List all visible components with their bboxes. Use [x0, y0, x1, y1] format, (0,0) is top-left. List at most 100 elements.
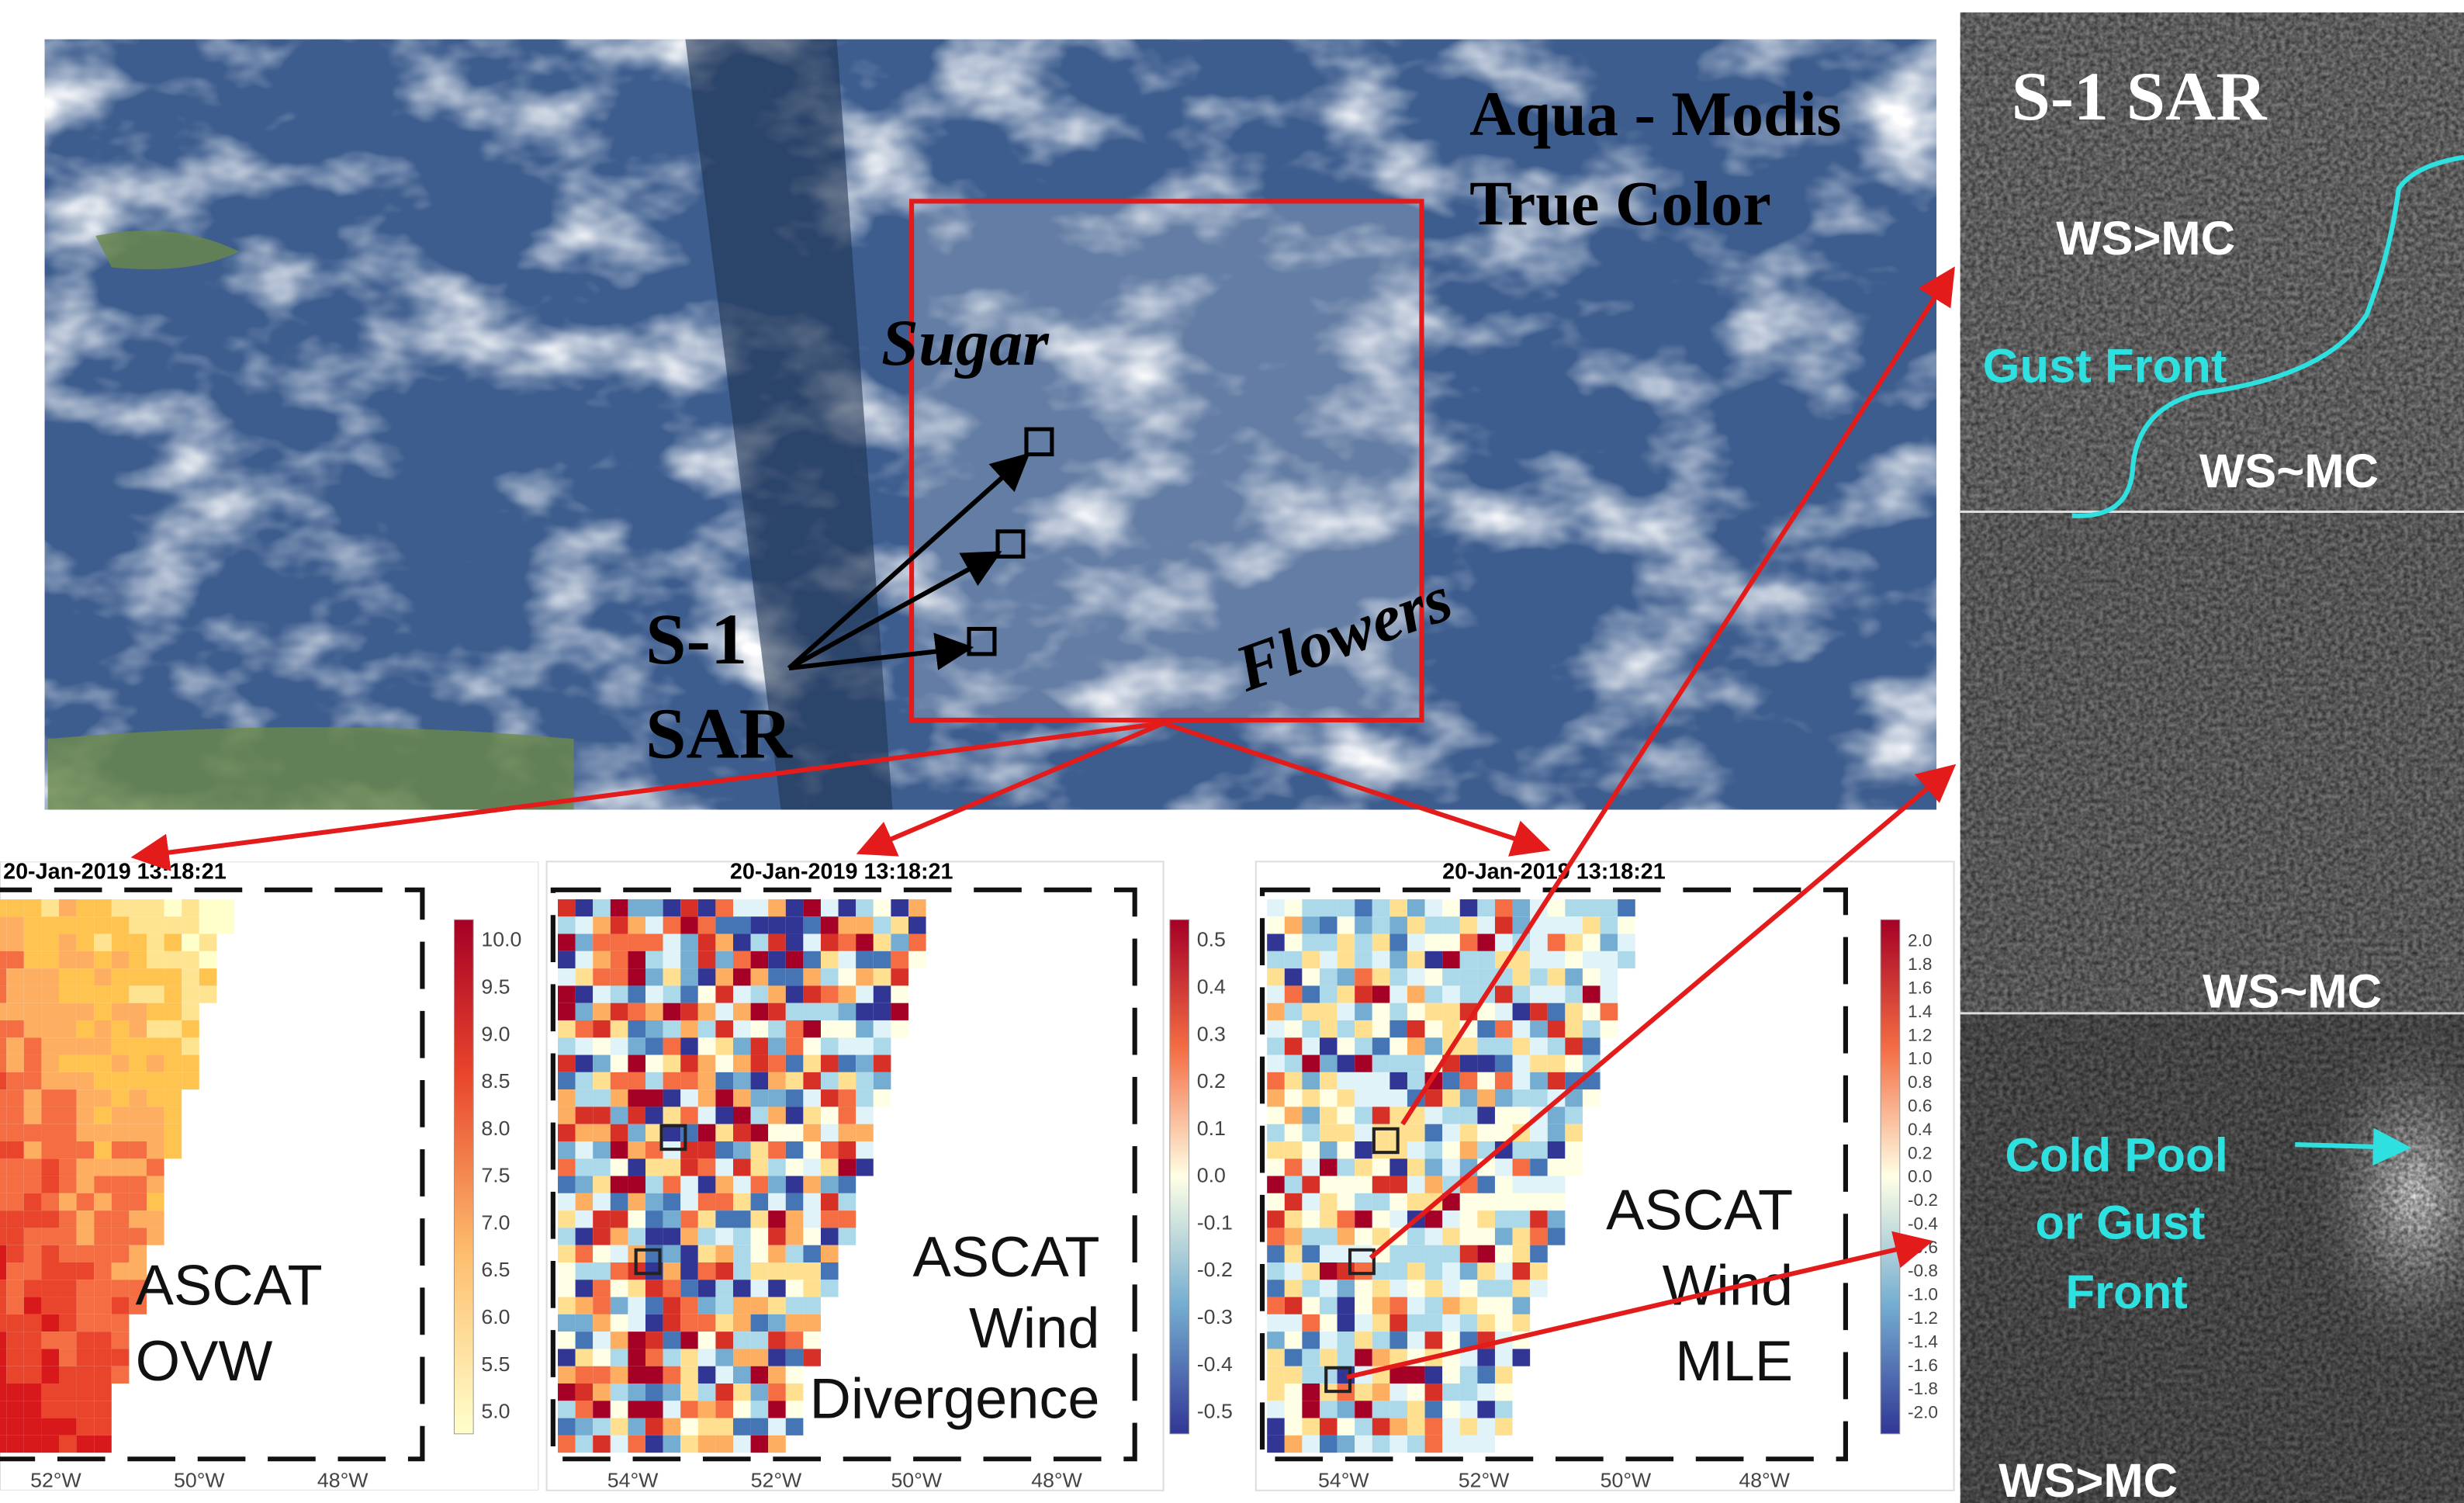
heatmap-cell: [663, 1297, 681, 1314]
heatmap-cell: [1530, 1037, 1548, 1055]
heatmap-cell: [680, 1262, 698, 1280]
heatmap-cell: [1513, 951, 1531, 968]
colorbar-label: 0.2: [1197, 1069, 1226, 1093]
heatmap-cell: [41, 1384, 59, 1401]
heatmap-cell: [41, 1072, 59, 1089]
heatmap-cell: [1407, 1435, 1425, 1453]
heatmap-cell: [874, 934, 891, 951]
heatmap-cell: [663, 934, 681, 951]
heatmap-cell: [0, 1020, 6, 1037]
heatmap-cell: [1477, 951, 1495, 968]
heatmap-cell: [1477, 1210, 1495, 1228]
heatmap-cell: [1355, 1435, 1372, 1453]
heatmap-cell: [147, 1003, 164, 1020]
heatmap-cell: [611, 968, 628, 985]
heatmap-cell: [24, 1401, 42, 1418]
heatmap-cell: [0, 1245, 6, 1262]
heatmap-cell: [733, 1020, 751, 1037]
heatmap-cell: [1442, 1314, 1460, 1332]
heatmap-cell: [1320, 1228, 1338, 1245]
heatmap-cell: [576, 1384, 594, 1401]
heatmap-cell: [751, 899, 769, 916]
heatmap-cell: [891, 1020, 908, 1037]
heatmap-cell: [1338, 968, 1355, 985]
heatmap-cell: [628, 1210, 645, 1228]
heatmap-cell: [768, 1349, 786, 1366]
colorbar-label: 0.4: [1908, 1120, 1932, 1139]
heatmap-cell: [733, 1055, 751, 1072]
heatmap-cell: [645, 899, 663, 916]
heatmap-cell: [41, 1401, 59, 1418]
heatmap-cell: [1530, 1245, 1548, 1262]
heatmap-cell: [1425, 1228, 1443, 1245]
heatmap-cell: [1548, 1228, 1566, 1245]
heatmap-cell: [164, 899, 182, 916]
heatmap-cell: [182, 916, 199, 933]
heatmap-cell: [1267, 1418, 1285, 1435]
heatmap-cell: [1320, 951, 1338, 968]
heatmap-cell: [1407, 1055, 1425, 1072]
heatmap-cell: [645, 951, 663, 968]
heatmap-cell: [1267, 1176, 1285, 1193]
heatmap-cell: [645, 1055, 663, 1072]
heatmap-cell: [803, 1280, 821, 1297]
heatmap-cell: [733, 1141, 751, 1158]
heatmap-cell: [0, 1228, 6, 1245]
heatmap-cell: [0, 1314, 6, 1332]
heatmap-cell: [663, 1072, 681, 1089]
heatmap-cell: [94, 1158, 112, 1176]
panel-label: ASCAT: [912, 1226, 1099, 1289]
heatmap-cell: [1372, 1055, 1390, 1072]
heatmap-cell: [786, 1106, 804, 1124]
heatmap-cell: [558, 1089, 576, 1106]
heatmap-cell: [680, 985, 698, 1003]
heatmap-cell: [59, 1401, 77, 1418]
heatmap-cell: [147, 1176, 164, 1193]
heatmap-cell: [839, 968, 857, 985]
heatmap-cell: [1355, 1418, 1372, 1435]
heatmap-cell: [663, 1401, 681, 1418]
heatmap-cell: [611, 985, 628, 1003]
heatmap-cell: [856, 934, 874, 951]
heatmap-cell: [1565, 1055, 1583, 1072]
heatmap-cell: [1477, 1401, 1495, 1418]
heatmap-cell: [663, 1366, 681, 1384]
heatmap-cell: [715, 1020, 733, 1037]
heatmap-cell: [558, 1106, 576, 1124]
heatmap-cell: [803, 1193, 821, 1210]
heatmap-cell: [1372, 1332, 1390, 1349]
heatmap-cell: [593, 1037, 611, 1055]
heatmap-cell: [1302, 1228, 1320, 1245]
heatmap-cell: [1389, 1418, 1407, 1435]
colorbar-label: -0.4: [1197, 1352, 1233, 1376]
heatmap-cell: [1425, 1089, 1443, 1106]
heatmap-cell: [0, 1418, 6, 1435]
heatmap-cell: [1530, 1176, 1548, 1193]
heatmap-cell: [1285, 1124, 1303, 1141]
heatmap-cell: [680, 1384, 698, 1401]
heatmap-cell: [839, 1072, 857, 1089]
heatmap-cell: [1495, 1262, 1513, 1280]
heatmap-cell: [680, 1349, 698, 1366]
heatmap-cell: [576, 1280, 594, 1297]
heatmap-cell: [1372, 916, 1390, 933]
heatmap-cell: [891, 951, 908, 968]
heatmap-cell: [1460, 1297, 1478, 1314]
colorbar-label: -0.2: [1197, 1258, 1233, 1281]
heatmap-cell: [786, 1228, 804, 1245]
heatmap-cell: [715, 1003, 733, 1020]
heatmap-cell: [1460, 1401, 1478, 1418]
heatmap-cell: [733, 1089, 751, 1106]
heatmap-cell: [663, 1435, 681, 1453]
heatmap-cell: [751, 1020, 769, 1037]
heatmap-cell: [0, 1384, 6, 1401]
heatmap-cell: [1495, 1297, 1513, 1314]
heatmap-cell: [164, 968, 182, 985]
heatmap-cell: [24, 968, 42, 985]
heatmap-cell: [768, 1401, 786, 1418]
colorbar-label: 0.4: [1197, 975, 1226, 999]
heatmap-cell: [77, 1089, 95, 1106]
heatmap-cell: [751, 1210, 769, 1228]
heatmap-cell: [558, 1003, 576, 1020]
heatmap-cell: [628, 1314, 645, 1332]
